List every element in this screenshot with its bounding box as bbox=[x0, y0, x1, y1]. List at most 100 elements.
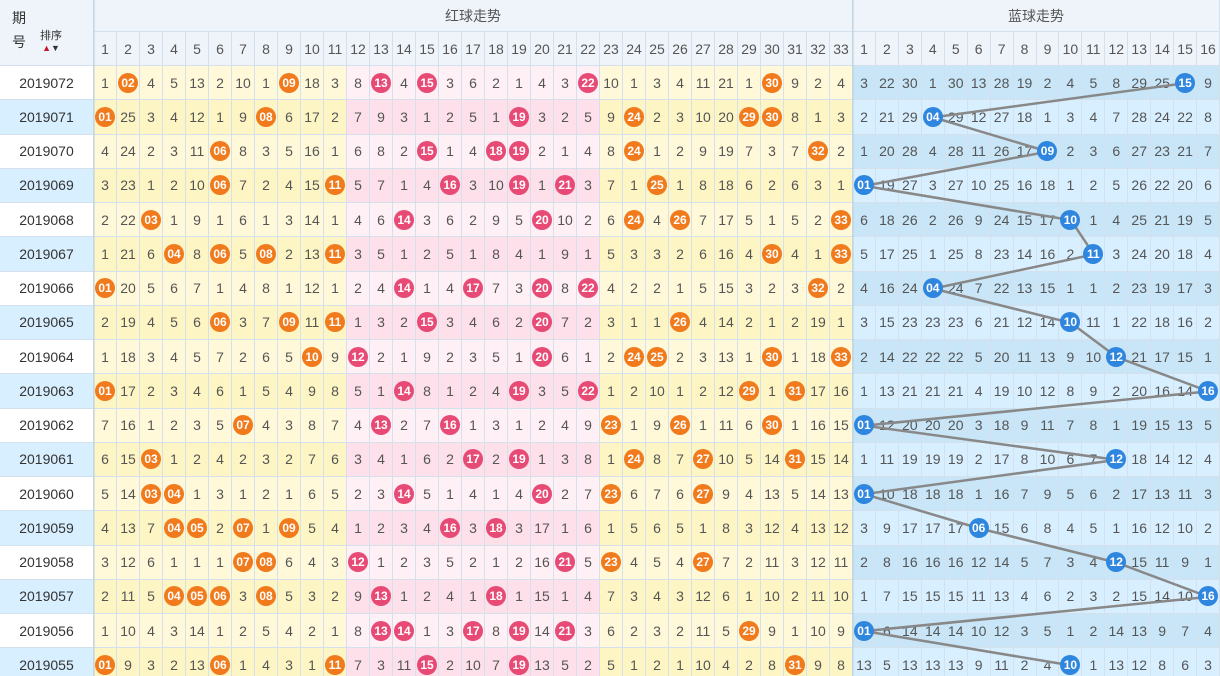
red-cell: 3 bbox=[738, 271, 761, 306]
red-cell: 2 bbox=[577, 648, 600, 676]
red-cell: 9 bbox=[807, 648, 830, 676]
red-ball: 06 bbox=[210, 141, 230, 162]
miss-count: 1 bbox=[1112, 417, 1121, 434]
miss-count: 12 bbox=[718, 382, 734, 399]
blue-number-header: 4 bbox=[921, 32, 945, 66]
red-number-header: 18 bbox=[485, 32, 508, 66]
miss-count: 16 bbox=[718, 245, 734, 262]
miss-count: 22 bbox=[1131, 314, 1147, 331]
red-cell: 2 bbox=[669, 237, 692, 272]
miss-count: 10 bbox=[695, 656, 711, 673]
miss-count: 23 bbox=[924, 314, 941, 331]
red-number-header: 21 bbox=[554, 32, 577, 66]
miss-count: 1 bbox=[147, 417, 155, 434]
miss-count: 3 bbox=[400, 108, 408, 125]
red-cell: 6 bbox=[278, 100, 301, 135]
sort-toggle[interactable]: 排序 ▲▼ bbox=[40, 30, 62, 54]
red-cell: 19 bbox=[508, 374, 531, 409]
red-cell: 15 bbox=[531, 579, 554, 614]
miss-count: 15 bbox=[879, 314, 895, 331]
blue-cell: 15 bbox=[1174, 340, 1198, 375]
miss-count: 4 bbox=[630, 554, 638, 571]
red-cell: 4 bbox=[462, 305, 485, 340]
blue-cell: 3 bbox=[853, 305, 876, 340]
miss-count: 26 bbox=[1131, 177, 1147, 194]
miss-count: 17 bbox=[1154, 348, 1170, 365]
miss-count: 19 bbox=[947, 451, 964, 468]
miss-count: 2 bbox=[170, 417, 178, 434]
blue-ball: 11 bbox=[1083, 243, 1104, 264]
blue-cell: 1 bbox=[853, 374, 876, 409]
red-cell: 5 bbox=[623, 511, 646, 546]
red-cell: 2 bbox=[347, 477, 370, 512]
red-cell: 19 bbox=[508, 134, 531, 169]
blue-cell: 23 bbox=[1128, 271, 1152, 306]
miss-count: 7 bbox=[561, 314, 569, 331]
red-cell: 20 bbox=[531, 203, 554, 238]
miss-count: 10 bbox=[1085, 348, 1102, 365]
miss-count: 6 bbox=[492, 314, 500, 331]
red-cell: 27 bbox=[692, 545, 715, 580]
blue-cell: 11 bbox=[1036, 408, 1060, 443]
blue-cell: 21 bbox=[875, 100, 899, 135]
blue-cell: 2 bbox=[1059, 579, 1083, 614]
red-cell: 1 bbox=[761, 305, 784, 340]
miss-count: 2 bbox=[492, 74, 500, 91]
red-number-header: 13 bbox=[370, 32, 393, 66]
miss-count: 3 bbox=[676, 108, 684, 125]
red-cell: 1 bbox=[623, 408, 646, 443]
blue-cell: 2 bbox=[1105, 271, 1129, 306]
miss-count: 29 bbox=[902, 108, 918, 125]
issue-header-bottom: 号 bbox=[12, 34, 26, 50]
miss-count: 1 bbox=[745, 588, 753, 605]
miss-count: 5 bbox=[1204, 211, 1212, 228]
red-cell: 13 bbox=[715, 340, 738, 375]
red-cell: 3 bbox=[370, 648, 393, 676]
red-ball: 19 bbox=[509, 175, 529, 196]
miss-count: 13 bbox=[718, 348, 734, 365]
red-cell: 2 bbox=[646, 100, 669, 135]
red-cell: 8 bbox=[485, 237, 508, 272]
red-cell: 08 bbox=[255, 237, 278, 272]
blue-cell: 13 bbox=[853, 648, 876, 676]
red-cell: 3 bbox=[807, 168, 830, 203]
miss-count: 5 bbox=[1112, 177, 1121, 194]
miss-count: 3 bbox=[630, 245, 638, 262]
blue-number-header: 1 bbox=[853, 32, 876, 66]
red-cell: 6 bbox=[577, 511, 600, 546]
red-cell: 22 bbox=[577, 374, 600, 409]
red-cell: 11 bbox=[692, 66, 715, 101]
red-ball: 08 bbox=[256, 243, 276, 264]
blue-cell: 06 bbox=[967, 511, 991, 546]
miss-count: 6 bbox=[308, 485, 316, 502]
red-cell: 4 bbox=[163, 100, 186, 135]
miss-count: 16 bbox=[924, 554, 941, 571]
miss-count: 11 bbox=[1177, 485, 1193, 502]
blue-cell: 7 bbox=[1174, 614, 1198, 649]
red-cell: 7 bbox=[692, 203, 715, 238]
miss-count: 2 bbox=[745, 554, 753, 571]
miss-count: 2 bbox=[699, 382, 707, 399]
red-cell: 4 bbox=[416, 168, 439, 203]
red-ball: 29 bbox=[739, 620, 759, 641]
red-ball: 12 bbox=[348, 552, 368, 573]
red-cell: 3 bbox=[347, 442, 370, 477]
blue-ball: 04 bbox=[922, 278, 943, 299]
miss-count: 1 bbox=[699, 417, 707, 434]
miss-count: 1 bbox=[400, 348, 408, 365]
red-cell: 6 bbox=[692, 237, 715, 272]
miss-count: 2 bbox=[538, 143, 546, 160]
miss-count: 10 bbox=[695, 108, 711, 125]
miss-count: 1 bbox=[469, 245, 477, 262]
red-cell: 3 bbox=[531, 374, 554, 409]
red-cell: 3 bbox=[623, 237, 646, 272]
miss-count: 1 bbox=[515, 348, 523, 365]
red-ball: 18 bbox=[486, 586, 506, 607]
red-cell: 3 bbox=[784, 271, 807, 306]
red-ball: 17 bbox=[463, 620, 483, 641]
red-cell: 1 bbox=[485, 100, 508, 135]
blue-number-header: 8 bbox=[1013, 32, 1037, 66]
miss-count: 11 bbox=[695, 74, 711, 91]
issue-number: 2019068 bbox=[0, 203, 94, 238]
miss-count: 3 bbox=[538, 108, 546, 125]
